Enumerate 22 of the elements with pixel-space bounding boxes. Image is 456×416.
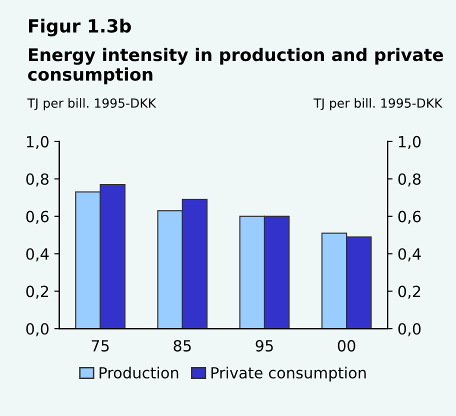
y2-tick-label: 0,0 [398, 323, 421, 336]
x-tick-label: 75 [92, 340, 109, 352]
y-tick-label: 0,2 [26, 286, 48, 299]
y-tick-label: 0,0 [26, 323, 49, 336]
y2-tick-label: 0,4 [398, 248, 421, 262]
y2-tick-label: 0,8 [398, 173, 421, 186]
legend-label: Production [100, 366, 178, 379]
y2-axis-title: TJ per bill. 1995-DKK [314, 98, 443, 110]
x-tick-label: 00 [338, 340, 356, 352]
y-tick-label: 0,4 [26, 248, 49, 262]
y-tick-label: 1,0 [26, 136, 49, 150]
legend-label: Private consumption [212, 366, 366, 382]
y2-tick-label: 0,2 [398, 286, 420, 299]
y-axis-title: TJ per bill. 1995-DKK [27, 98, 156, 110]
y-tick-label: 0,6 [26, 210, 49, 224]
x-tick-label: 95 [256, 340, 273, 352]
y2-tick-label: 0,6 [398, 210, 421, 224]
chart-subtitle: Energy intensity in production and private consumption [28, 48, 444, 84]
y2-tick-label: 1,0 [399, 136, 421, 150]
x-tick-label: 85 [174, 340, 191, 352]
chart-title: Figur 1.3b [29, 18, 131, 36]
y-tick-label: 0,8 [26, 173, 49, 186]
